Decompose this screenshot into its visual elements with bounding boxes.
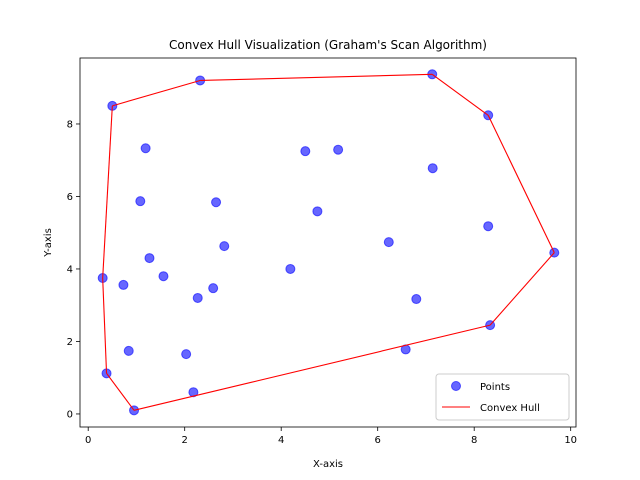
legend-hull-label: Convex Hull — [480, 403, 540, 414]
data-point-4 — [118, 279, 129, 290]
y-tick-label-0: 0 — [67, 409, 73, 420]
plot-frame — [79, 57, 577, 428]
x-tick-label-2: 2 — [182, 435, 188, 446]
hull-segment-9 — [106, 373, 135, 411]
x-tick-label-4: 4 — [278, 435, 284, 446]
data-point-7 — [135, 196, 146, 207]
legend-points-label: Points — [480, 382, 510, 393]
hull-segment-8 — [102, 277, 108, 374]
x-tick-label-8: 8 — [471, 435, 477, 446]
legend-box — [435, 373, 570, 421]
hull-segment-7 — [102, 105, 113, 279]
hull-segment-5 — [200, 73, 433, 82]
hull-segment-6 — [112, 79, 201, 107]
data-point-28 — [483, 221, 494, 232]
data-point-13 — [192, 292, 203, 303]
legend-points-marker — [451, 381, 461, 391]
data-point-22 — [383, 237, 394, 248]
x-axis-title: X-axis — [313, 459, 343, 470]
y-tick-label-6: 6 — [67, 192, 73, 203]
axes: 0 2 4 6 8 10 0 2 4 6 8 — [67, 119, 577, 446]
y-axis-title: Y-axis — [43, 228, 54, 258]
data-point-15 — [208, 283, 219, 294]
data-point-16 — [211, 197, 222, 208]
data-point-26 — [427, 163, 438, 174]
data-point-5 — [123, 345, 134, 356]
legend: Points Convex Hull — [435, 373, 570, 421]
y-tick-label-2: 2 — [67, 337, 73, 348]
hull-segment-2 — [489, 252, 555, 326]
hull-segment-4 — [431, 73, 489, 116]
data-point-19 — [300, 146, 311, 157]
data-point-17 — [219, 241, 230, 252]
chart-title: Convex Hull Visualization (Graham's Scan… — [169, 38, 487, 52]
data-point-9 — [144, 253, 155, 264]
y-tick-label-4: 4 — [67, 264, 73, 275]
y-tick-label-8: 8 — [67, 119, 73, 130]
x-tick-label-10: 10 — [564, 435, 577, 446]
x-tick-label-0: 0 — [85, 435, 91, 446]
data-point-18 — [285, 263, 296, 274]
data-point-24 — [411, 294, 422, 305]
data-point-10 — [158, 271, 169, 282]
data-point-21 — [333, 144, 344, 155]
plot-area — [97, 69, 560, 416]
hull-segment-3 — [487, 115, 555, 253]
data-point-12 — [188, 387, 199, 398]
data-point-20 — [312, 206, 323, 217]
x-tick-label-6: 6 — [375, 435, 381, 446]
data-point-11 — [181, 349, 192, 360]
data-point-8 — [140, 143, 151, 154]
hull-segment-1 — [133, 324, 491, 411]
